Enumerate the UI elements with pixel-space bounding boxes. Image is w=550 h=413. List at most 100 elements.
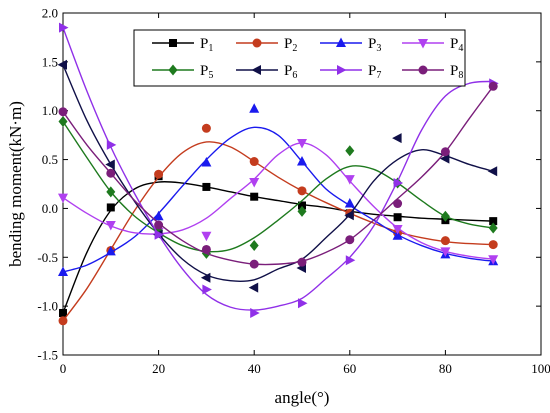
y-tick-label: -1.0 [37,299,58,314]
y-tick-label: -1.5 [37,348,58,363]
legend-marker [336,37,346,47]
series-line [62,27,494,311]
data-point [249,259,259,269]
y-tick-label: 1.5 [42,54,58,69]
legend-marker [337,65,347,75]
data-point [153,210,164,221]
data-point [58,115,68,127]
legend-label: P8 [450,63,463,81]
series-p4 [58,138,499,265]
x-tick-label: 60 [343,361,356,376]
data-point [392,224,403,235]
data-point [105,221,116,231]
series-p8 [58,81,498,269]
legend-marker [168,64,178,76]
legend: P1 P2 P3 P4 P5 P6 P7 P8 [133,29,466,87]
x-tick-label: 0 [60,361,67,376]
data-point [344,210,354,221]
data-point [105,245,116,256]
data-point [297,205,307,217]
data-point [345,145,355,157]
series-line [62,141,494,322]
data-point [250,307,260,318]
data-point [440,247,451,257]
data-point [440,236,450,246]
legend-box [133,29,466,87]
data-point [248,282,259,293]
legend-label: P6 [284,63,297,81]
series-line [62,180,494,314]
legend-marker [251,65,261,75]
data-point [298,298,308,309]
data-point [249,103,260,113]
data-point [250,192,259,201]
y-tick-label: -0.5 [37,250,58,265]
data-point [201,231,212,242]
series-line [62,85,494,266]
legend-label: P7 [368,63,381,81]
data-point [297,156,307,166]
data-point [59,22,69,33]
data-point [297,257,307,267]
legend-marker [169,39,177,47]
data-point [154,220,164,230]
legend-item-p4: P4 [402,36,463,54]
y-tick-label: 0.5 [42,152,58,167]
x-tick-label: 20 [152,361,165,376]
legend-marker [418,65,428,75]
data-point [440,147,450,157]
data-point [202,284,212,295]
legend-marker [418,39,428,49]
x-tick-label: 40 [248,361,261,376]
data-point [488,240,498,250]
data-point [393,199,403,209]
legend-item-p6: P6 [236,63,297,81]
data-point [487,166,498,177]
legend-item-p3: P3 [320,36,381,54]
data-point [106,139,117,150]
x-tick-label: 80 [439,361,452,376]
data-point [154,229,165,240]
legend-item-p5: P5 [152,63,213,81]
data-point [201,157,212,167]
series-line [62,142,494,260]
data-point [440,210,450,222]
legend-item-p7: P7 [320,63,381,81]
legend-item-p8: P8 [402,63,463,81]
data-point [488,222,498,234]
series-line [62,126,494,273]
data-point [297,138,307,149]
data-point [200,272,211,283]
legend-marker [252,38,262,48]
data-point [249,240,259,252]
data-point [297,186,307,196]
data-point [345,235,355,245]
data-point [488,81,498,91]
data-point [106,203,115,212]
y-tick-label: 2.0 [42,6,58,21]
legend-label: P1 [200,36,213,54]
series-line [62,121,494,253]
legend-label: P3 [368,36,381,54]
data-point [105,159,115,170]
data-point [201,244,211,254]
legend-label: P5 [200,63,213,81]
data-point [58,193,68,204]
data-point [393,178,404,189]
data-point [58,107,68,117]
data-point [439,153,450,164]
data-point [488,255,499,265]
data-point [249,157,259,167]
data-point [344,175,355,185]
data-point [57,59,67,70]
legend-item-p2: P2 [236,36,297,54]
legend-label: P2 [284,36,297,54]
data-point [59,308,67,317]
x-axis-ticks: 0 20 40 60 80 100 [60,13,550,376]
data-point [393,213,402,222]
data-point [344,198,355,208]
y-tick-label: 1.0 [42,103,58,118]
data-point [106,186,116,198]
data-point [392,230,403,240]
